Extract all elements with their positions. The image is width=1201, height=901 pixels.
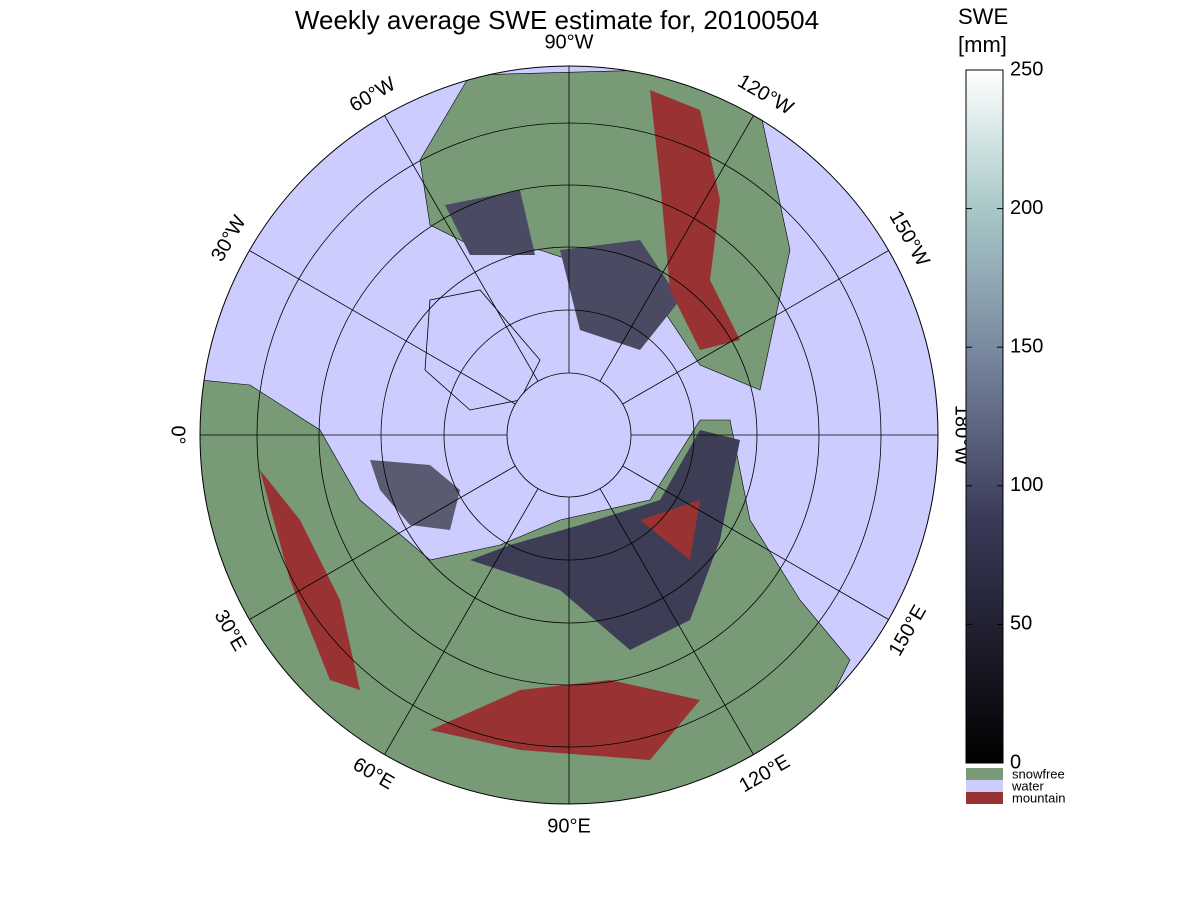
colorbar-tick-label: 100 — [1010, 474, 1043, 496]
meridian-line — [622, 465, 889, 620]
map-disk — [200, 66, 938, 804]
north-america-snow — [445, 190, 680, 350]
colorbar-tick-label: 50 — [1010, 613, 1032, 635]
pole-hole — [507, 373, 631, 497]
meridian-labels: 90°W120°W150°W180°W150°E120°E90°E60°E30°… — [167, 31, 973, 837]
eurasia-snow — [470, 430, 740, 650]
map-frame — [199, 65, 939, 805]
colorbar-title: SWE — [958, 4, 1008, 29]
colorbar-ticks: 0 50 100 150 200 250 — [966, 58, 1043, 773]
legend-swatch — [966, 792, 1003, 804]
colorbar-tick-label: 250 — [1010, 58, 1043, 80]
meridian-line — [249, 250, 516, 405]
meridians — [200, 66, 938, 804]
colorbar-unit: [mm] — [958, 32, 1007, 57]
legend-swatch — [966, 768, 1003, 780]
mountain-areas — [260, 90, 740, 760]
meridian-label: 60°W — [346, 73, 400, 117]
meridian-line — [599, 488, 754, 755]
colorbar — [965, 69, 1004, 764]
legend-label: water — [1011, 778, 1044, 793]
meridian-line — [599, 115, 754, 382]
meridian-label: 0° — [167, 425, 189, 444]
meridian-line — [622, 250, 889, 405]
meridian-label: 60°E — [349, 753, 398, 794]
map-title: Weekly average SWE estimate for, 2010050… — [295, 5, 819, 35]
colorbar-tick-label: 0 — [1010, 751, 1021, 773]
meridian-label: 30°W — [207, 212, 251, 266]
colorbar-tick-label: 150 — [1010, 335, 1043, 357]
meridian-label: 30°E — [210, 606, 251, 655]
colorbar-tick-label: 200 — [1010, 197, 1043, 219]
scandinavia-snow — [370, 460, 460, 530]
meridian-label: 90°E — [547, 815, 591, 837]
meridian-line — [384, 115, 539, 382]
legend-swatch — [966, 780, 1003, 792]
meridian-label: 90°W — [544, 31, 593, 53]
legend-label: mountain — [1012, 790, 1065, 805]
meridian-line — [249, 465, 516, 620]
legend-label: snowfree — [1012, 766, 1065, 781]
meridian-line — [384, 488, 539, 755]
